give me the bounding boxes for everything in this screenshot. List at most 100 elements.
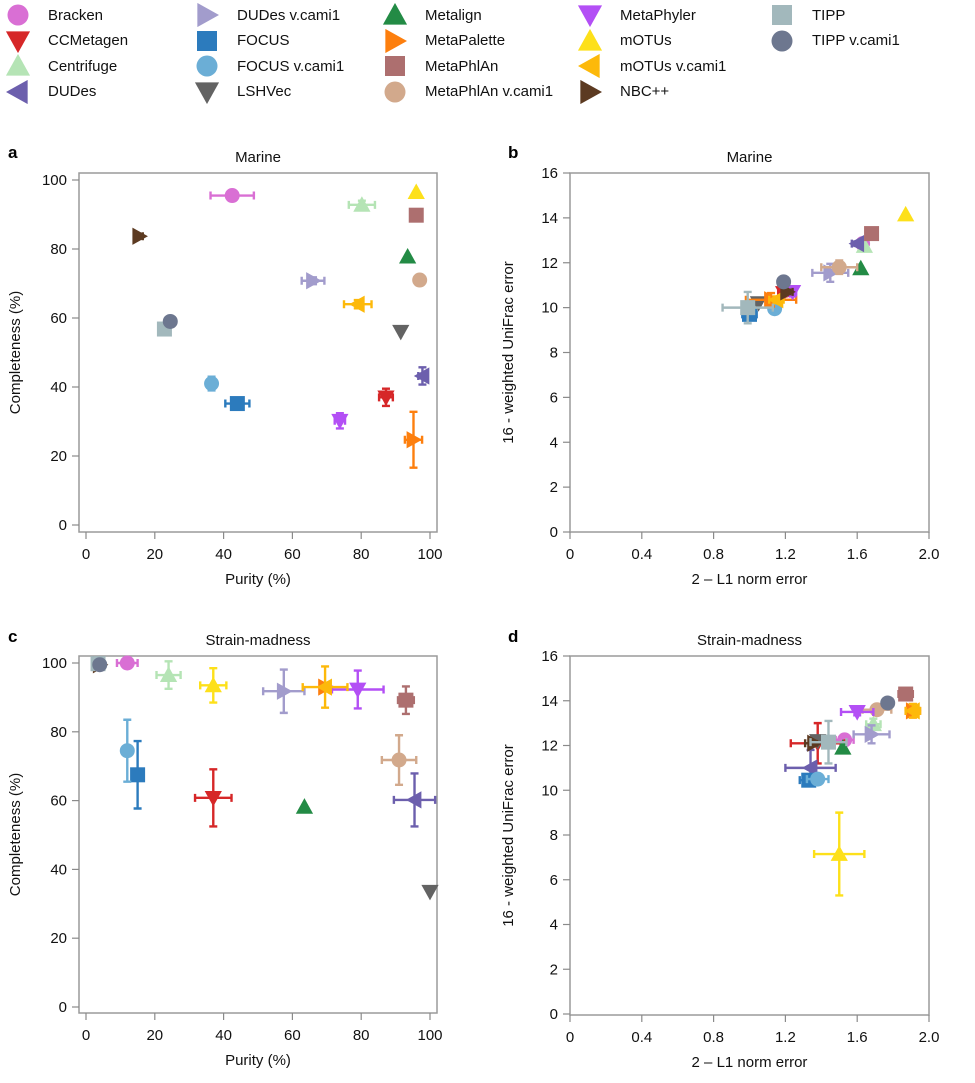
point-marker xyxy=(412,272,428,288)
point-marker xyxy=(398,692,414,708)
point-marker xyxy=(820,734,836,750)
data-point-tipp-v-cami1 xyxy=(162,313,178,329)
y-tick-label: 12 xyxy=(541,738,558,755)
x-tick-label: 1.2 xyxy=(775,1029,796,1046)
data-point-metaphlan-v-cami1 xyxy=(820,259,859,276)
legend-marker-square-icon xyxy=(772,5,792,25)
panel-title: Strain-madness xyxy=(697,632,802,649)
legend-marker xyxy=(197,30,217,51)
data-point-metaphyler xyxy=(839,705,875,721)
point-marker xyxy=(898,686,914,702)
point-marker xyxy=(848,705,866,721)
data-point-metaphlan xyxy=(408,207,424,223)
data-point-tipp xyxy=(721,290,775,325)
legend-label: DUDes xyxy=(48,83,97,100)
x-tick-label: 1.2 xyxy=(775,546,796,563)
y-tick-label: 8 xyxy=(550,827,558,844)
data-point-focus-v-cami1 xyxy=(204,375,220,392)
data-point-bracken xyxy=(209,188,256,204)
x-axis-label: 2 – L1 norm error xyxy=(692,571,808,588)
y-tick-label: 10 xyxy=(541,782,558,799)
legend-marker xyxy=(196,55,218,77)
legend-label: TIPP xyxy=(812,6,846,24)
point-marker xyxy=(831,259,847,275)
y-tick-label: 40 xyxy=(50,379,67,396)
x-tick-label: 100 xyxy=(417,1027,442,1044)
panel-title: Marine xyxy=(235,149,281,166)
point-marker xyxy=(408,207,424,223)
legend-label: Metalign xyxy=(425,6,482,24)
legend-marker xyxy=(578,54,600,78)
point-marker xyxy=(377,390,395,406)
y-tick-label: 80 xyxy=(50,724,67,741)
data-point-metaphlan xyxy=(864,226,880,242)
legend-label: mOTUs xyxy=(620,32,672,49)
x-tick-label: 2.0 xyxy=(919,546,940,563)
data-point-tipp-v-cami1 xyxy=(880,695,896,711)
point-marker xyxy=(130,767,146,783)
legend-label: DUDes v.cami1 xyxy=(237,6,341,24)
data-point-ccmetagen xyxy=(377,387,395,408)
data-point-metapalette xyxy=(403,410,424,469)
point-marker xyxy=(904,702,920,720)
legend-marker xyxy=(578,5,602,27)
point-marker xyxy=(897,205,915,222)
data-point-focus xyxy=(224,396,251,412)
legend-item: NBC++ xyxy=(578,79,670,104)
legend-label: Centrifuge xyxy=(48,57,118,75)
legend: Bracken CCMetagen Centrifuge DUDes DUDes v.c… xyxy=(0,0,975,110)
legend-marker-circle-icon xyxy=(771,30,793,51)
point-marker xyxy=(349,295,365,313)
legend-marker-triangle-down-icon xyxy=(578,5,602,27)
legend-item: Bracken xyxy=(6,3,103,27)
legend-item: TIPP v.cami1 xyxy=(770,29,900,53)
legend-label: NBC++ xyxy=(620,83,670,100)
legend-item: FOCUS v.cami1 xyxy=(195,54,344,78)
legend-label: TIPP v.cami1 xyxy=(812,32,900,49)
point-marker xyxy=(399,247,417,264)
legend-marker xyxy=(385,28,407,53)
legend-label: LSHVec xyxy=(237,83,292,100)
legend-label: mOTUs v.cami1 xyxy=(620,57,727,75)
y-axis-label: 16 - weighted UniFrac error xyxy=(500,744,517,927)
point-marker xyxy=(92,657,108,673)
point-marker xyxy=(391,752,407,768)
x-tick-label: 0.4 xyxy=(631,1029,652,1046)
point-marker xyxy=(316,678,332,696)
point-marker xyxy=(229,396,245,412)
y-tick-label: 4 xyxy=(550,917,558,934)
data-point-tipp xyxy=(809,719,848,765)
y-tick-label: 40 xyxy=(50,861,67,878)
data-point-metalign xyxy=(295,798,314,814)
x-tick-label: 0 xyxy=(82,1027,90,1044)
point-marker xyxy=(848,235,865,253)
legend-marker-triangle-down-icon xyxy=(6,30,30,53)
y-axis-label: Completeness (%) xyxy=(7,291,24,414)
data-point-ccmetagen xyxy=(193,768,233,828)
point-marker xyxy=(353,196,371,212)
point-marker xyxy=(119,743,135,759)
legend-item: MetaPhyler xyxy=(578,3,696,27)
legend-item: mOTUs v.cami1 xyxy=(578,54,726,78)
legend-marker-square-icon xyxy=(197,30,217,51)
data-point-dudes-v-cami1 xyxy=(852,724,891,745)
data-point-dudes xyxy=(392,772,437,828)
data-point-focus-v-cami1 xyxy=(119,718,135,783)
panel-letter: c xyxy=(8,627,17,646)
point-marker xyxy=(864,725,881,743)
y-tick-label: 2 xyxy=(550,961,558,978)
point-marker xyxy=(767,291,784,309)
point-marker xyxy=(852,259,870,276)
data-point-metaphlan-v-cami1 xyxy=(412,272,428,288)
data-point-dudes-v-cami1 xyxy=(811,262,850,284)
legend-marker-triangle-right-icon xyxy=(580,79,602,104)
y-tick-label: 0 xyxy=(59,999,67,1016)
x-tick-label: 100 xyxy=(417,546,442,563)
x-tick-label: 0 xyxy=(566,1029,574,1046)
legend-marker xyxy=(383,3,407,25)
data-point-dudes xyxy=(413,366,430,386)
point-marker xyxy=(276,682,293,700)
legend-marker-circle-icon xyxy=(7,4,29,26)
